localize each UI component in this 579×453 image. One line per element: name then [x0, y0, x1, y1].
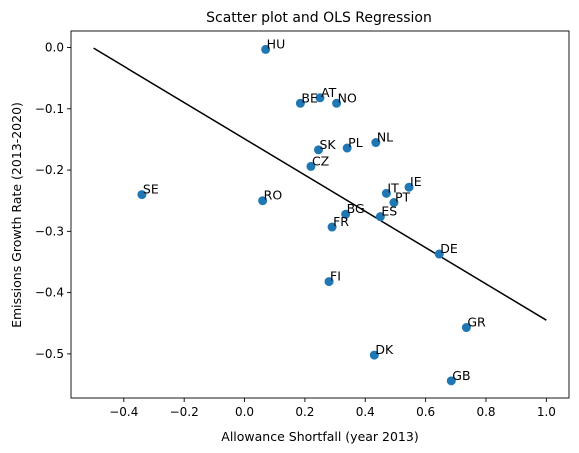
point-label-at: AT	[321, 85, 337, 100]
scatter-point-dk	[369, 350, 379, 360]
point-label-se: SE	[143, 182, 159, 197]
x-axis-label: Allowance Shortfall (year 2013)	[221, 429, 418, 444]
scatter-point-hu	[261, 44, 271, 54]
regression-line	[93, 47, 547, 321]
scatter-point-it	[381, 188, 391, 198]
scatter-point-es	[375, 212, 385, 222]
point-label-de: DE	[440, 241, 458, 256]
y-tick-label: 0.0	[45, 41, 64, 55]
point-label-nl: NL	[377, 130, 393, 145]
point-label-gb: GB	[452, 368, 470, 383]
point-label-sk: SK	[319, 137, 336, 152]
scatter-point-pl	[342, 143, 352, 153]
scatter-point-gr	[461, 323, 471, 333]
chart-title: Scatter plot and OLS Regression	[206, 10, 432, 26]
scatter-point-gb	[446, 376, 456, 386]
x-tick-label: 0.2	[295, 405, 314, 419]
scatter-point-ie	[404, 182, 414, 192]
y-tick-label: −0.1	[35, 102, 64, 116]
y-tick-label: −0.5	[35, 347, 64, 361]
scatter-point-fr	[327, 222, 337, 232]
scatter-point-fi	[324, 277, 334, 287]
x-tick-label: −0.2	[170, 405, 199, 419]
y-tick-label: −0.2	[35, 163, 64, 177]
point-label-fr: FR	[333, 214, 349, 229]
point-label-be: BE	[301, 90, 318, 105]
point-label-it: IT	[387, 180, 399, 195]
scatter-point-se	[137, 190, 147, 200]
point-label-hu: HU	[267, 36, 286, 51]
scatter-point-nl	[371, 138, 381, 148]
scatter-point-no	[332, 98, 342, 108]
point-label-gr: GR	[467, 315, 486, 330]
scatter-point-be	[295, 98, 305, 108]
y-tick-label: −0.3	[35, 224, 64, 238]
scatter-point-bg	[341, 209, 351, 219]
scatter-point-de	[434, 249, 444, 259]
scatter-point-cz	[306, 161, 316, 171]
point-label-cz: CZ	[312, 153, 329, 168]
scatter-point-pt	[389, 198, 399, 208]
point-label-ie: IE	[410, 174, 422, 189]
x-tick-label: 0.0	[235, 405, 254, 419]
x-tick-label: 0.4	[356, 405, 375, 419]
point-label-fi: FI	[330, 269, 341, 284]
point-label-no: NO	[338, 90, 357, 105]
x-tick-label: 0.6	[416, 405, 435, 419]
x-tick-label: −0.4	[109, 405, 138, 419]
point-label-pl: PL	[348, 135, 363, 150]
y-axis-label: Emissions Growth Rate (2013-2020)	[9, 102, 24, 328]
scatter-point-at	[315, 93, 325, 103]
scatter-point-ro	[258, 196, 268, 206]
x-tick-label: 1.0	[537, 405, 556, 419]
y-tick-label: −0.4	[35, 286, 64, 300]
point-label-bg: BG	[347, 201, 365, 216]
plot-frame	[70, 30, 570, 399]
scatter-point-sk	[313, 145, 323, 155]
point-label-ro: RO	[264, 188, 283, 203]
point-label-dk: DK	[375, 342, 394, 357]
x-tick-label: 0.8	[476, 405, 495, 419]
point-label-es: ES	[381, 204, 397, 219]
point-label-pt: PT	[395, 190, 411, 205]
